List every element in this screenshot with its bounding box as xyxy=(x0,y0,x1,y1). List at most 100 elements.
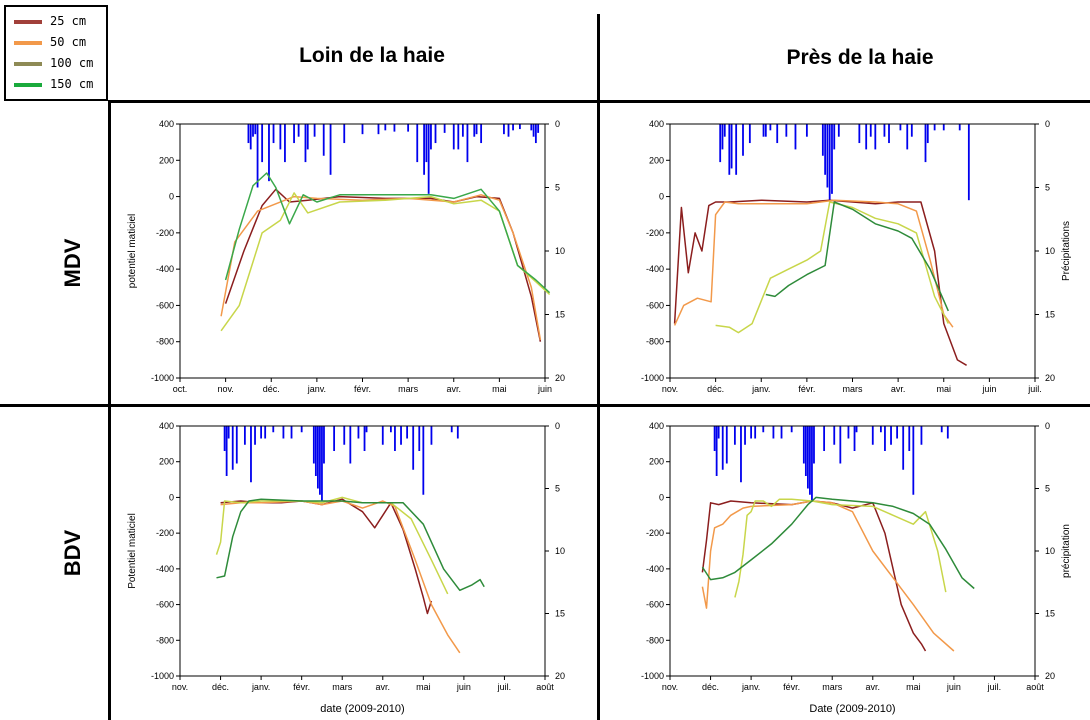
precipitation-bar xyxy=(806,426,809,489)
y-tick-label: -200 xyxy=(156,228,174,238)
grid-rule-left xyxy=(108,100,111,720)
x-tick-label: févr. xyxy=(783,682,800,692)
precipitation-bar xyxy=(412,426,415,470)
precipitation-bar xyxy=(225,426,228,476)
y-tick-label: -400 xyxy=(156,264,174,274)
chart-mdv-pres: 400 200 0 -200 -400 -600 -800 -1000 0 5 10 15 20 nov.… xyxy=(641,119,1072,394)
series-line-0 xyxy=(220,498,433,615)
legend-label: 100 cm xyxy=(50,56,94,70)
precipitation-bar xyxy=(321,426,323,501)
precipitation-bar xyxy=(312,426,315,464)
precipitation-bar xyxy=(896,426,899,439)
precipitation-bar xyxy=(223,426,226,451)
x-tick-label: déc. xyxy=(707,384,724,394)
y-tick-label: -600 xyxy=(646,600,664,610)
precipitation-bar xyxy=(740,426,742,483)
precipitation-bar xyxy=(268,124,270,182)
precipitation-bar xyxy=(306,124,309,150)
precipitation-bar xyxy=(365,426,368,433)
x-tick-label: août xyxy=(536,682,554,692)
precipitation-bar xyxy=(824,124,827,175)
precipitation-bar xyxy=(231,426,234,470)
y-tick-label: 400 xyxy=(649,119,664,129)
y2-tick-label: 20 xyxy=(1045,373,1055,383)
precipitation-bar xyxy=(890,426,892,445)
precipitation-bar xyxy=(422,426,425,495)
precipitation-bar xyxy=(847,426,850,439)
plot-frame xyxy=(669,123,1036,379)
x-tick-label: juin xyxy=(537,384,552,394)
precipitation-bar xyxy=(805,124,808,137)
precipitation-bar xyxy=(313,124,316,137)
x-tick-label: juin xyxy=(981,384,996,394)
y2-tick-label: 20 xyxy=(555,373,565,383)
x-tick-label: févr. xyxy=(354,384,371,394)
precipitation-bar xyxy=(434,124,437,144)
legend-label: 25 cm xyxy=(50,14,87,28)
plot-frame xyxy=(669,425,1036,677)
legend-swatch xyxy=(14,83,42,87)
x-tick-label: mai xyxy=(936,384,951,394)
precipitation-bar xyxy=(272,124,275,144)
x-tick-label: janv. xyxy=(751,384,770,394)
precipitation-bar xyxy=(804,426,807,476)
precipitation-bar xyxy=(254,426,256,445)
precipitation-bar xyxy=(735,124,738,175)
precipitation-bar xyxy=(809,426,811,495)
series-line-3 xyxy=(224,172,551,294)
precipitation-bar xyxy=(227,426,230,439)
y-tick-label: -1000 xyxy=(641,671,664,681)
x-tick-label: mai xyxy=(416,682,431,692)
precipitation-bar xyxy=(282,426,285,439)
x-tick-label: déc. xyxy=(212,682,229,692)
precipitation-bar xyxy=(828,124,831,201)
precipitation-bar xyxy=(261,124,264,163)
series-line-2 xyxy=(715,201,949,334)
y2-tick-label: 10 xyxy=(1045,246,1055,256)
series-line-2 xyxy=(215,496,449,595)
y2-tick-label: 5 xyxy=(555,183,560,193)
precipitation-bar xyxy=(537,124,540,133)
series-line-3 xyxy=(701,496,975,590)
precipitation-bar xyxy=(297,124,300,137)
precipitation-bar xyxy=(821,124,824,156)
precipitation-bar xyxy=(764,124,767,137)
precipitation-bar xyxy=(912,426,915,495)
precipitation-bar xyxy=(888,124,890,144)
x-tick-label: mars xyxy=(843,384,863,394)
precipitation-bar xyxy=(879,426,882,433)
series-line-3 xyxy=(216,498,485,592)
y2-tick-label: 5 xyxy=(555,484,560,494)
x-tick-label: mars xyxy=(398,384,418,394)
series-line-1 xyxy=(220,500,461,654)
y2-tick-label: 20 xyxy=(555,671,565,681)
legend-swatch xyxy=(14,62,42,66)
row-header-bdv: BDV xyxy=(60,529,85,577)
plot-frame xyxy=(179,425,546,677)
precipitation-bar xyxy=(874,124,877,150)
precipitation-bar xyxy=(293,124,295,144)
precipitation-bar xyxy=(742,124,744,156)
row-header-mdv: MDV xyxy=(60,238,85,288)
precipitation-bar xyxy=(869,124,872,137)
x-tick-label: déc. xyxy=(263,384,280,394)
precipitation-bar xyxy=(858,124,861,144)
y-tick-label: -200 xyxy=(156,528,174,538)
precipitation-bar xyxy=(254,124,257,135)
precipitation-bar xyxy=(480,124,483,144)
precipitation-bar xyxy=(802,426,805,464)
precipitation-bar xyxy=(416,124,419,163)
y-tick-label: 200 xyxy=(159,155,174,165)
precipitation-bar xyxy=(530,124,533,131)
precipitation-bar xyxy=(719,124,722,163)
precipitation-bar xyxy=(715,426,718,476)
x-tick-label: juin xyxy=(946,682,961,692)
y2-tick-label: 5 xyxy=(1045,484,1050,494)
precipitation-bar xyxy=(958,124,961,131)
y-tick-label: -1000 xyxy=(641,373,664,383)
precipitation-bar xyxy=(733,426,736,445)
precipitation-bar xyxy=(363,426,366,451)
series-line-0 xyxy=(673,199,967,366)
precipitation-bar xyxy=(813,426,815,464)
grid-rule-middle xyxy=(0,404,1090,407)
